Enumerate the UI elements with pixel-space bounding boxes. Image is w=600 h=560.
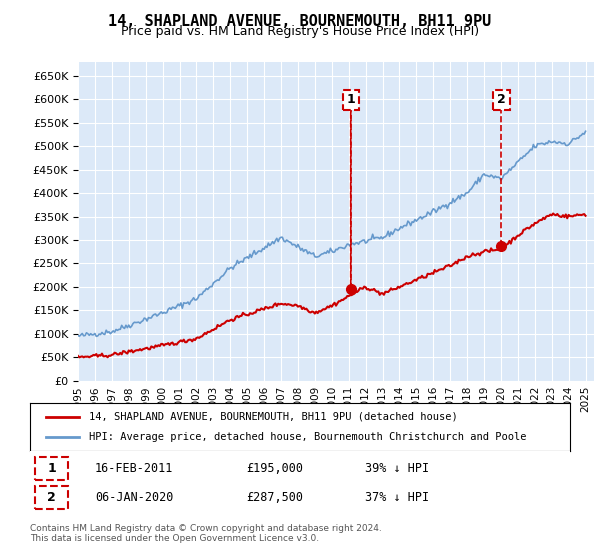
Text: 1: 1 bbox=[346, 94, 355, 106]
Text: Price paid vs. HM Land Registry's House Price Index (HPI): Price paid vs. HM Land Registry's House … bbox=[121, 25, 479, 38]
Text: 2: 2 bbox=[47, 491, 56, 503]
Text: 39% ↓ HPI: 39% ↓ HPI bbox=[365, 463, 429, 475]
FancyBboxPatch shape bbox=[35, 457, 68, 480]
Text: 37% ↓ HPI: 37% ↓ HPI bbox=[365, 491, 429, 503]
Text: Contains HM Land Registry data © Crown copyright and database right 2024.
This d: Contains HM Land Registry data © Crown c… bbox=[30, 524, 382, 543]
Text: 14, SHAPLAND AVENUE, BOURNEMOUTH, BH11 9PU: 14, SHAPLAND AVENUE, BOURNEMOUTH, BH11 9… bbox=[109, 14, 491, 29]
FancyBboxPatch shape bbox=[35, 486, 68, 508]
Text: 16-FEB-2011: 16-FEB-2011 bbox=[95, 463, 173, 475]
Text: 06-JAN-2020: 06-JAN-2020 bbox=[95, 491, 173, 503]
Text: £287,500: £287,500 bbox=[246, 491, 303, 503]
Text: £195,000: £195,000 bbox=[246, 463, 303, 475]
Text: 14, SHAPLAND AVENUE, BOURNEMOUTH, BH11 9PU (detached house): 14, SHAPLAND AVENUE, BOURNEMOUTH, BH11 9… bbox=[89, 412, 458, 422]
Text: 1: 1 bbox=[47, 463, 56, 475]
Text: HPI: Average price, detached house, Bournemouth Christchurch and Poole: HPI: Average price, detached house, Bour… bbox=[89, 432, 527, 442]
Text: 2: 2 bbox=[497, 94, 506, 106]
